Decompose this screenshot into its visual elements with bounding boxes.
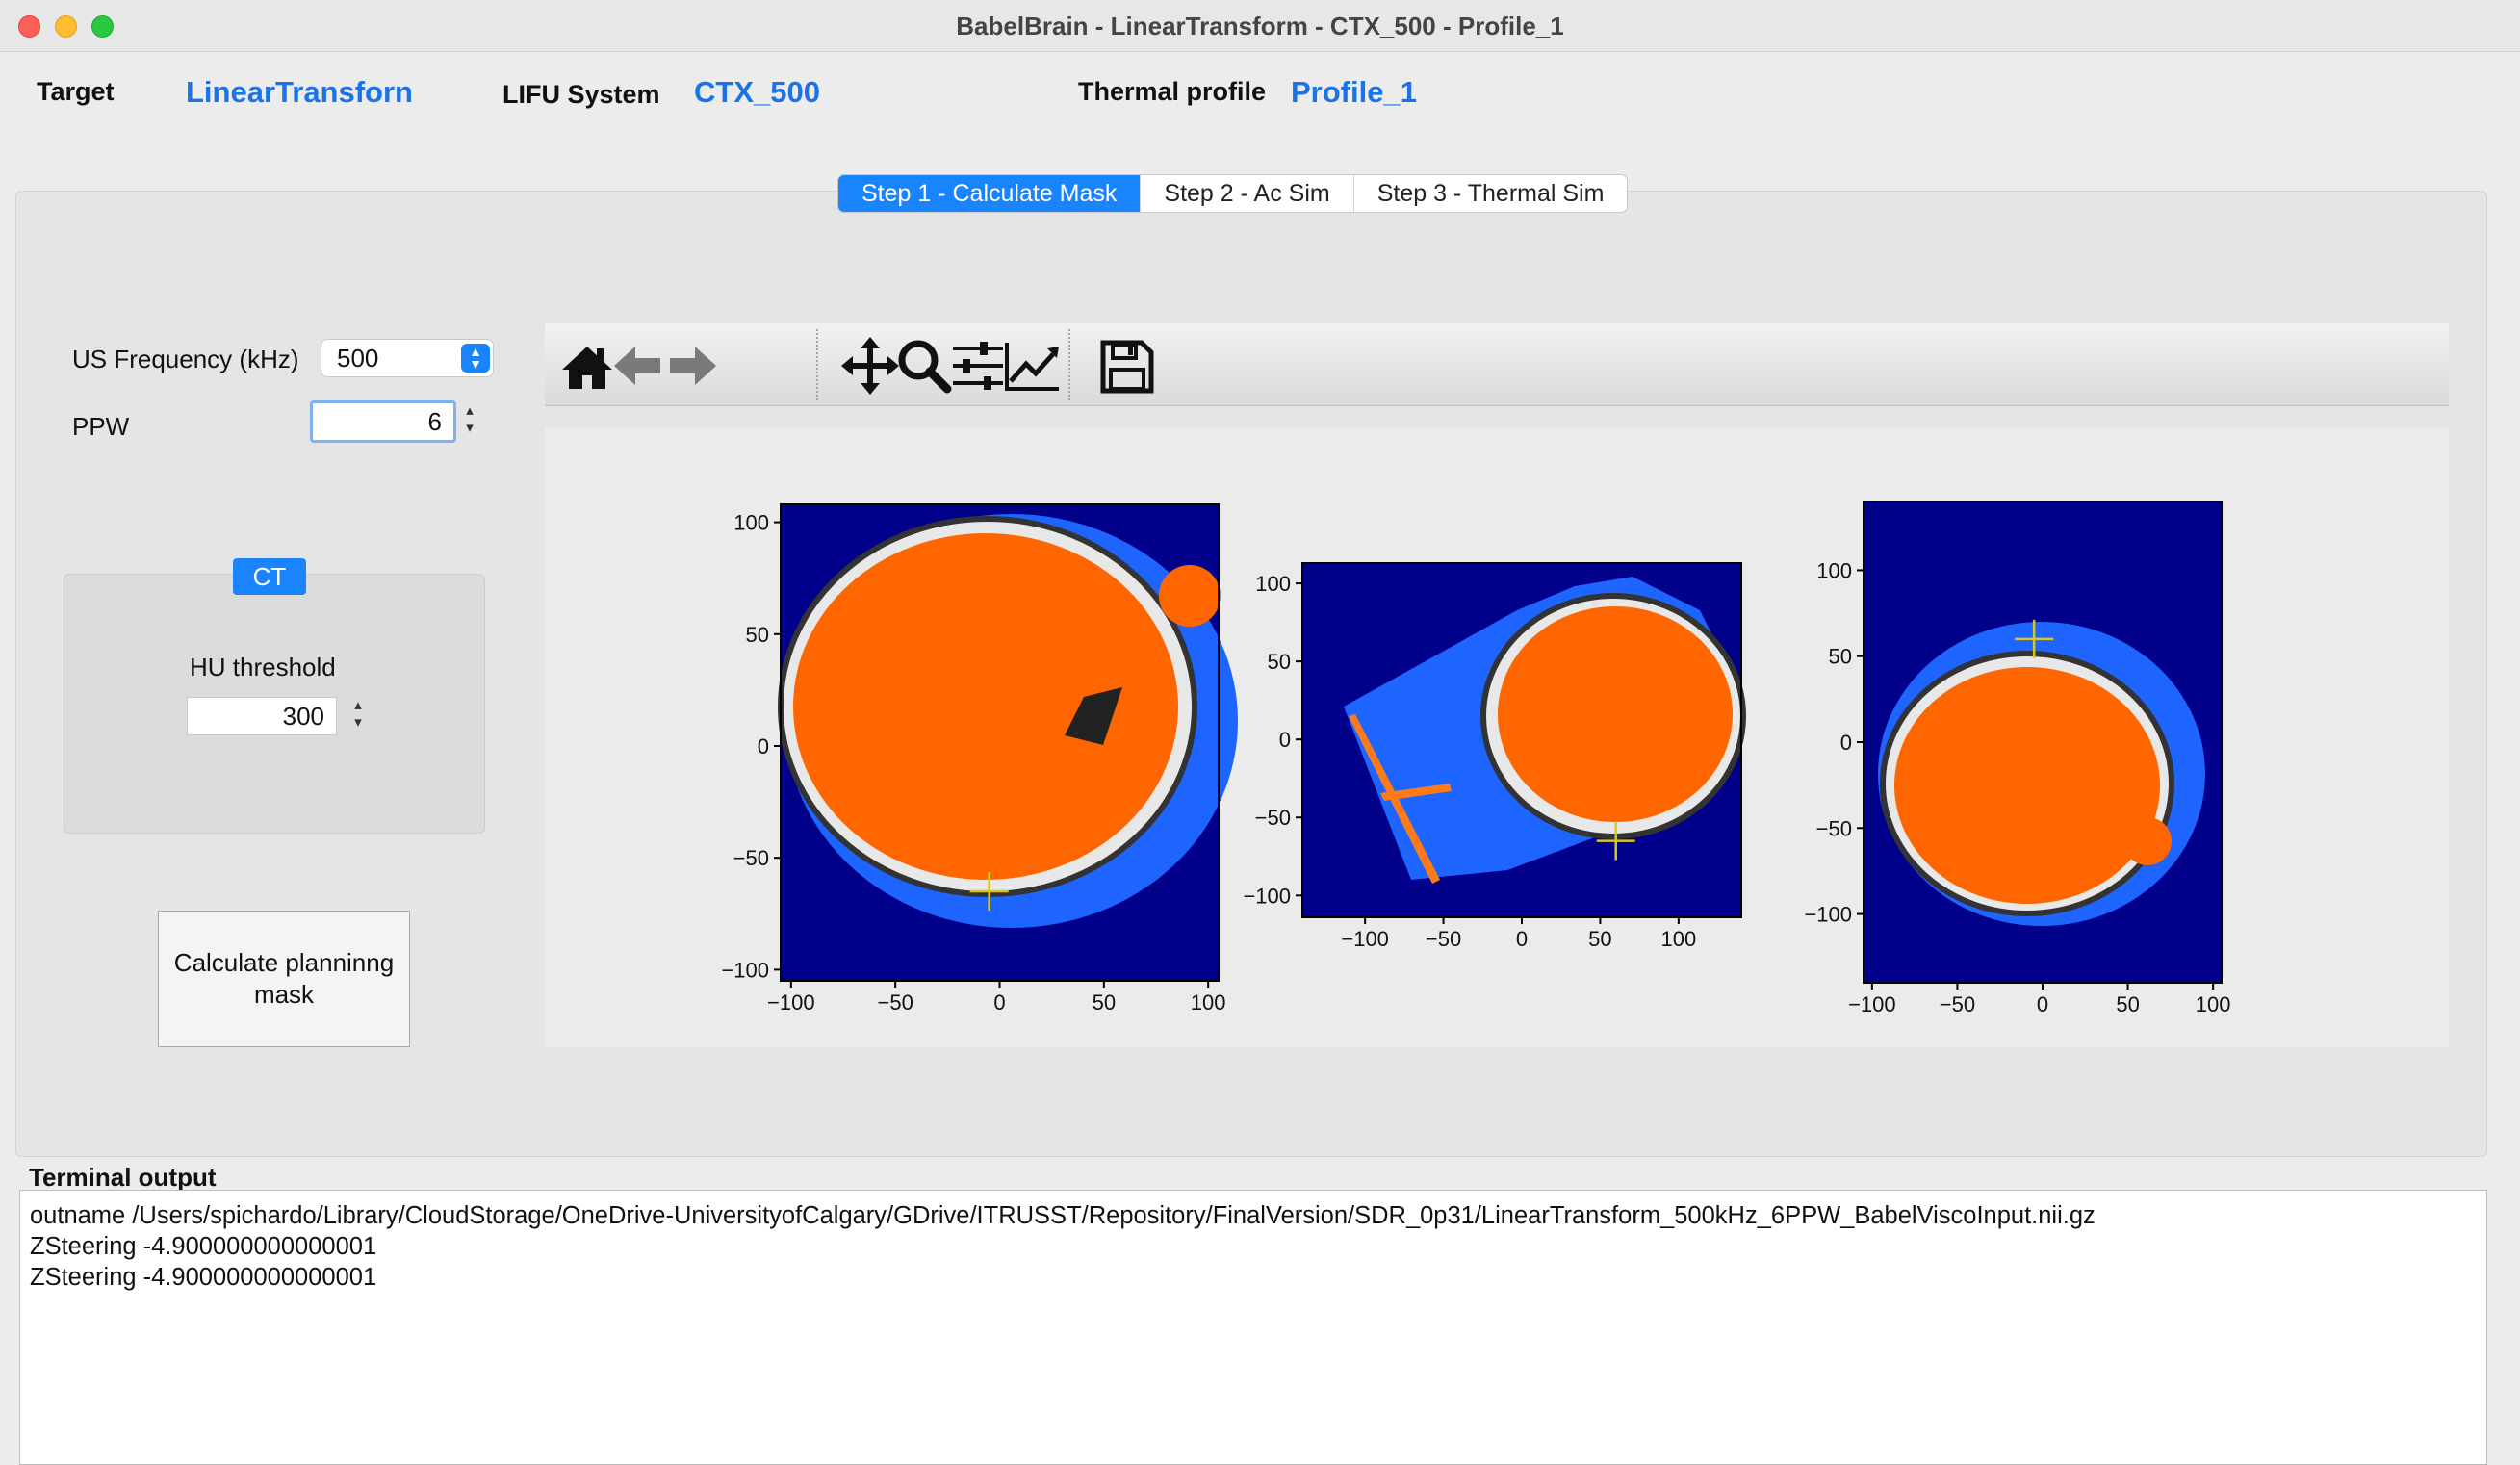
x-tick-label: −50	[1940, 992, 1975, 1016]
x-tick-label: 0	[1516, 927, 1528, 951]
terminal-line: ZSteering -4.900000000000001	[30, 1264, 377, 1291]
terminal-output[interactable]: outname /Users/spichardo/Library/CloudSt…	[19, 1190, 2487, 1465]
y-tick-label: −100	[721, 958, 769, 982]
x-tick-label: 0	[2037, 992, 2048, 1016]
plot-axial-brain-lobe	[1159, 565, 1221, 627]
plot-toolbar	[545, 323, 2449, 406]
y-tick-label: 0	[1279, 728, 1291, 752]
x-tick-label: −100	[1341, 927, 1389, 951]
plot-sagittal-brain	[1894, 667, 2160, 904]
y-tick-label: 50	[1268, 650, 1291, 674]
lifu-system-label: LIFU System	[502, 80, 660, 109]
tab-bar: Step 1 - Calculate Mask Step 2 - Ac Sim …	[837, 174, 1629, 213]
tab-step-1-calculate-mask[interactable]: Step 1 - Calculate Mask	[838, 175, 1142, 212]
calculate-planning-mask-button[interactable]: Calculate planninng mask	[158, 911, 410, 1047]
y-tick-label: 50	[746, 623, 769, 647]
forward-icon[interactable]	[660, 335, 722, 397]
terminal-line: outname /Users/spichardo/Library/CloudSt…	[30, 1202, 2096, 1229]
toolbar-separator	[816, 329, 818, 400]
minimize-window-button[interactable]	[55, 15, 77, 38]
plot-sagittal	[1864, 501, 2222, 983]
x-tick-label: 50	[1093, 990, 1116, 1015]
ppw-label: PPW	[72, 412, 130, 441]
lifu-system-value: CTX_500	[694, 75, 820, 109]
subplots-icon[interactable]	[947, 335, 1009, 397]
toolbar-separator	[1068, 329, 1070, 400]
tab-step-3-thermal-sim[interactable]: Step 3 - Thermal Sim	[1376, 180, 1605, 207]
save-icon[interactable]	[1095, 335, 1157, 397]
x-tick-label: 100	[2196, 992, 2231, 1016]
zoom-icon[interactable]	[893, 335, 955, 397]
y-tick-label: −50	[1816, 816, 1852, 840]
us-frequency-value: 500	[337, 344, 379, 373]
ppw-input[interactable]: 6	[310, 400, 456, 443]
y-tick-label: 100	[1255, 572, 1291, 596]
terminal-line: ZSteering -4.900000000000001	[30, 1233, 377, 1260]
plot-coronal-brain	[1498, 606, 1733, 822]
close-window-button[interactable]	[18, 15, 40, 38]
us-frequency-select[interactable]: 500 ▲ ▼	[321, 339, 494, 377]
tab-step-2-ac-sim[interactable]: Step 2 - Ac Sim	[1141, 175, 1354, 212]
plot-axial-bone-detail	[1065, 687, 1122, 745]
y-tick-label: 100	[733, 511, 769, 535]
edit-curve-icon[interactable]	[1001, 335, 1063, 397]
hu-threshold-label: HU threshold	[190, 653, 336, 681]
y-tick-label: 50	[1829, 645, 1852, 669]
select-arrows-icon: ▲ ▼	[461, 344, 490, 373]
y-tick-label: −50	[1255, 806, 1291, 830]
plot-coronal-transducer-arm	[1380, 784, 1452, 801]
zoom-window-button[interactable]	[91, 15, 114, 38]
back-icon[interactable]	[608, 335, 670, 397]
target-value: LinearTransforn	[186, 75, 413, 109]
plot-area: −100 −50 0 50 100 −100 −50 0 50 100 −100 −50 0 50 100 −…	[545, 427, 2449, 1047]
x-tick-label: 100	[1660, 927, 1696, 951]
ct-group-title: CT	[233, 558, 306, 595]
hu-threshold-stepper[interactable]: ▴ ▾	[354, 697, 362, 731]
y-tick-label: 0	[1840, 731, 1852, 755]
y-tick-label: −100	[1243, 884, 1291, 908]
title-bar: BabelBrain - LinearTransform - CTX_500 -…	[0, 0, 2520, 52]
x-tick-label: −100	[767, 990, 815, 1015]
thermal-profile-value: Profile_1	[1291, 75, 1417, 109]
plot-sagittal-brain-lobe	[2123, 817, 2172, 865]
x-tick-label: −50	[1426, 927, 1461, 951]
pan-icon[interactable]	[839, 335, 901, 397]
x-tick-label: −100	[1848, 992, 1896, 1016]
x-tick-label: 0	[993, 990, 1005, 1015]
us-frequency-label: US Frequency (kHz)	[72, 345, 299, 373]
y-tick-label: −100	[1804, 903, 1852, 927]
y-tick-label: 100	[1816, 558, 1852, 582]
plot-axial-brain	[793, 533, 1178, 880]
x-tick-label: −50	[878, 990, 913, 1015]
y-tick-label: −50	[733, 846, 769, 870]
thermal-profile-label: Thermal profile	[1078, 77, 1267, 106]
home-icon[interactable]	[556, 335, 618, 397]
mask-plots[interactable]: −100 −50 0 50 100 −100 −50 0 50 100 −100 −50 0 50 100 −…	[545, 427, 2449, 1047]
window-title: BabelBrain - LinearTransform - CTX_500 -…	[956, 12, 1564, 40]
plot-coronal	[1302, 563, 1746, 917]
hu-threshold-input[interactable]: 300	[187, 697, 337, 735]
y-tick-label: 0	[758, 734, 769, 758]
ppw-stepper[interactable]: ▴ ▾	[466, 402, 474, 436]
target-label: Target	[37, 77, 115, 106]
plot-axial	[778, 504, 1238, 981]
x-tick-label: 50	[2116, 992, 2139, 1016]
x-tick-label: 100	[1191, 990, 1226, 1015]
terminal-output-label: Terminal output	[29, 1163, 217, 1192]
x-tick-label: 50	[1588, 927, 1611, 951]
